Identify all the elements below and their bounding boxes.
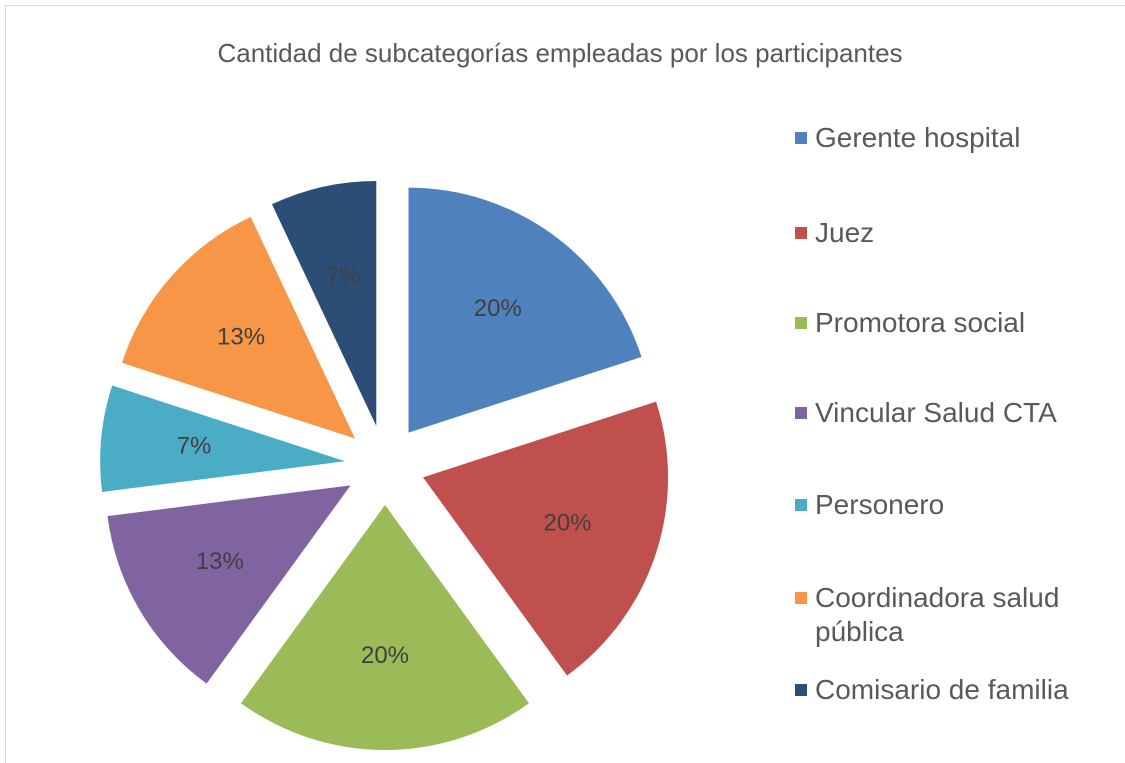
legend-label: Gerente hospital — [815, 122, 1021, 153]
legend-entry: Comisario de familia — [795, 673, 1095, 707]
data-label: 7% — [177, 432, 212, 459]
legend-label: Juez — [815, 217, 875, 248]
data-label: 20% — [474, 295, 522, 322]
legend-swatch — [795, 592, 807, 604]
legend-entry: Juez — [795, 216, 1095, 250]
pie-slice — [240, 505, 530, 750]
legend-label: Vincular Salud CTA — [815, 397, 1057, 428]
pie-slice — [121, 216, 355, 439]
chart-title: Cantidad de subcategorías empleadas por … — [217, 38, 902, 68]
pie-slice — [271, 180, 377, 426]
legend-label: Promotora social — [815, 307, 1026, 338]
pie-slice — [423, 401, 669, 676]
data-label: 7% — [326, 263, 361, 290]
legend-entry: Gerente hospital — [795, 121, 1095, 155]
legend-swatch — [795, 407, 807, 419]
legend-label: Personero — [815, 489, 945, 520]
legend-label: Comisario de familia — [815, 674, 1069, 705]
legend-entry: Promotora social — [795, 306, 1095, 340]
pie-slice — [107, 485, 351, 684]
legend-swatch — [795, 317, 807, 329]
pie-slice — [100, 385, 346, 492]
data-label: 13% — [217, 323, 265, 350]
legend-swatch — [795, 499, 807, 511]
data-label: 20% — [361, 642, 409, 669]
pie-slice — [408, 187, 642, 433]
legend-entry: Coordinadora salud pública — [795, 581, 1095, 649]
legend-swatch — [795, 684, 807, 696]
data-label: 13% — [196, 548, 244, 575]
legend-entry: Vincular Salud CTA — [795, 396, 1095, 430]
legend-swatch — [795, 227, 807, 239]
legend-entry: Personero — [795, 488, 1095, 522]
legend-label: Coordinadora salud pública — [815, 582, 1060, 647]
data-label: 20% — [543, 510, 591, 537]
legend-swatch — [795, 132, 807, 144]
